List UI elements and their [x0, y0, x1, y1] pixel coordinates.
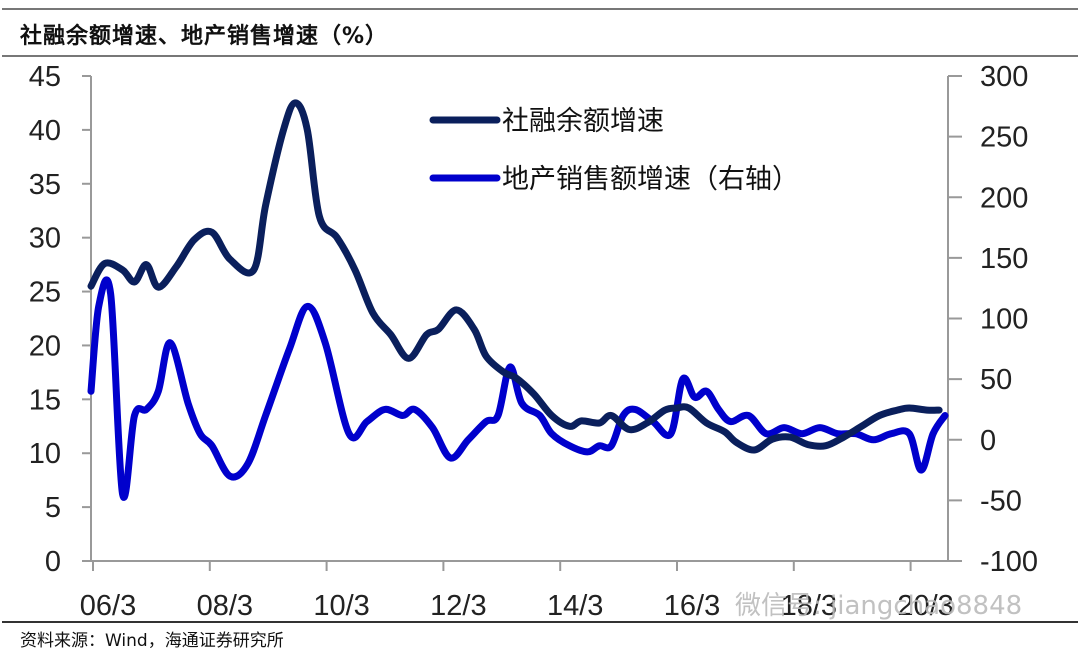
series-social-financing-line [87, 99, 943, 454]
right-tick-label: 0 [980, 425, 996, 457]
right-tick-label: 50 [980, 364, 1012, 396]
top-rule [2, 8, 1078, 10]
left-tick-label: 10 [29, 438, 61, 470]
right-tick-label: -50 [980, 485, 1022, 517]
left-tick-label: 5 [45, 492, 61, 524]
left-tick-label: 0 [45, 546, 61, 578]
source-note: 资料来源：Wind，海通证券研究所 [20, 631, 284, 651]
x-tick-label: 16/3 [664, 590, 720, 622]
left-tick-label: 30 [29, 223, 61, 255]
legend: 社融余额增速 地产销售额增速（右轴） [429, 106, 799, 195]
right-tick-label: 100 [980, 304, 1028, 336]
series-property-sales-line [87, 276, 949, 501]
watermark: 微信号: jiangchao8848 [735, 591, 1023, 621]
x-tick-label: 10/3 [313, 590, 369, 622]
legend-label-series1: 社融余额增速 [502, 106, 664, 137]
x-tick-label: 06/3 [80, 590, 136, 622]
left-tick-label: 35 [29, 169, 61, 201]
right-tick-label: 300 [980, 61, 1028, 93]
x-tick-label: 08/3 [197, 590, 253, 622]
x-tick-label: 18/3 [781, 590, 837, 622]
left-tick-label: 25 [29, 277, 61, 309]
x-tick-label: 20/3 [897, 590, 953, 622]
x-tick-label: 14/3 [547, 590, 603, 622]
title-rule [2, 55, 1078, 57]
right-y-axis: -100 -50 0 50 100 150 200 250 300 [947, 61, 1038, 578]
x-axis: 06/3 08/3 10/3 12/3 14/3 16/3 18/3 20/3 [80, 560, 954, 622]
right-tick-label: 200 [980, 182, 1028, 214]
right-tick-label: 250 [980, 122, 1028, 154]
right-tick-label: 150 [980, 243, 1028, 275]
bottom-rule [2, 621, 1078, 623]
legend-label-series2: 地产销售额增速（右轴） [502, 164, 799, 195]
left-tick-label: 45 [29, 61, 61, 93]
right-tick-label: -100 [980, 546, 1038, 578]
left-tick-label: 40 [29, 115, 61, 147]
left-y-axis: 0 5 10 15 20 25 30 35 40 45 [29, 61, 92, 578]
x-tick-label: 12/3 [430, 590, 486, 622]
left-tick-label: 20 [29, 330, 61, 362]
left-tick-label: 15 [29, 384, 61, 416]
chart-title: 社融余额增速、地产销售增速（%） [20, 24, 389, 49]
